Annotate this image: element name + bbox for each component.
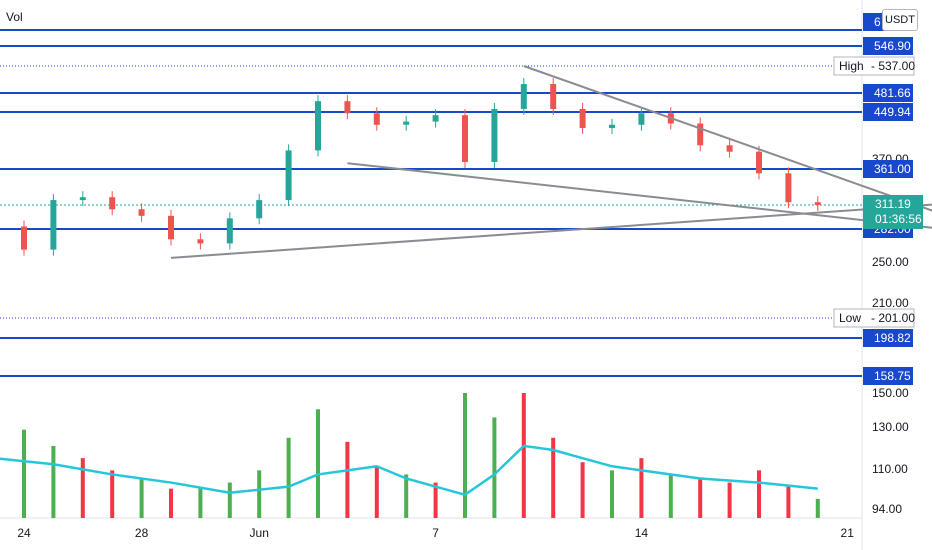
candle: [609, 124, 615, 128]
countdown-label: 01:36:56: [875, 212, 922, 226]
volume-bar: [345, 441, 350, 518]
volume-bar: [110, 470, 115, 518]
candle: [697, 123, 704, 146]
candle: [403, 121, 410, 125]
level-badge-box: [863, 84, 913, 102]
volume-bar: [551, 437, 556, 518]
volume-bar: [757, 470, 761, 518]
extreme-badge-box: [833, 308, 915, 328]
candle: [109, 197, 116, 210]
extreme-name: Low: [839, 311, 861, 325]
volume-bar: [521, 393, 526, 518]
candle: [256, 200, 263, 219]
candle: [285, 150, 292, 201]
level-badge: 158.75: [874, 369, 911, 383]
volume-bar: [815, 498, 820, 518]
x-tick-label: 24: [17, 526, 31, 540]
volume-bar: [286, 437, 291, 518]
last-price-label: 311.19: [875, 197, 911, 211]
candle: [579, 108, 586, 128]
level-badge-box: [863, 160, 913, 178]
x-tick-label: Jun: [250, 526, 269, 540]
trendline-falling-resistance: [523, 65, 932, 212]
candle: [373, 113, 380, 125]
volume-bar: [404, 474, 409, 518]
extreme-badge-box: [833, 56, 915, 76]
volume-bar: [374, 466, 379, 518]
level-badge: 361.00: [874, 162, 911, 176]
level-badge: 198.82: [874, 331, 911, 345]
y-tick-label: 250.00: [872, 255, 909, 269]
level-badge: 449.94: [874, 105, 911, 119]
extreme-value: - 201.00: [871, 311, 915, 325]
candle: [491, 108, 498, 162]
x-tick-label: 7: [432, 526, 439, 540]
trendline-rising-support: [170, 203, 932, 259]
candle: [550, 84, 557, 109]
candle: [21, 226, 27, 250]
volume-bar: [227, 482, 232, 518]
candle: [138, 209, 145, 216]
candle: [226, 218, 233, 244]
level-badge: 6: [874, 15, 881, 29]
volume-bar: [727, 482, 732, 518]
level-badge-box: [863, 367, 913, 385]
volume-bar: [492, 417, 497, 518]
volume-bar: [80, 458, 85, 518]
volume-bar: [698, 478, 703, 518]
last-price-badge-box: [863, 195, 923, 229]
candle: [344, 101, 351, 114]
level-badge-box: [863, 329, 913, 347]
candle: [315, 101, 321, 151]
candle: [168, 215, 174, 240]
y-tick-label: 150.00: [872, 386, 909, 400]
level-badge: 481.66: [874, 86, 911, 100]
candle: [432, 115, 439, 122]
x-tick-label: 14: [635, 526, 649, 540]
candle: [462, 115, 468, 162]
x-tick-label: 28: [135, 526, 149, 540]
currency-button[interactable]: USDT: [882, 9, 918, 31]
candle: [79, 197, 86, 201]
candle: [726, 145, 733, 152]
extreme-value: - 537.00: [871, 59, 915, 73]
volume-bar: [639, 458, 644, 518]
candle: [197, 239, 204, 244]
volume-bar: [139, 478, 144, 518]
volume-bar: [51, 445, 56, 518]
volume-ma-line: [0, 444, 818, 497]
level-badge-box: [863, 103, 913, 121]
extreme-name: High: [839, 59, 864, 73]
volume-bar: [169, 488, 173, 518]
volume-bar: [610, 470, 614, 518]
y-tick-label: 210.00: [872, 296, 909, 310]
level-badge: 546.90: [874, 39, 911, 53]
y-tick-label: 130.00: [872, 420, 909, 434]
volume-bar: [786, 486, 791, 518]
volume-bar: [668, 474, 673, 518]
volume-bar: [316, 409, 320, 518]
candle: [756, 151, 762, 174]
volume-bar: [580, 462, 585, 518]
volume-bar: [198, 486, 203, 518]
x-tick-label: 21: [841, 526, 855, 540]
level-badge-box: [863, 37, 913, 55]
y-tick-label: 110.00: [872, 462, 908, 476]
volume-indicator-label[interactable]: Vol: [6, 10, 23, 24]
candle: [785, 173, 792, 203]
candle: [638, 113, 645, 125]
volume-bar: [257, 470, 262, 518]
volume-bar: [22, 429, 26, 518]
candle: [814, 202, 821, 205]
trendline-lower-support: [347, 162, 932, 229]
y-tick-label: 94.00: [872, 502, 902, 516]
candle: [50, 200, 57, 250]
volume-bar: [433, 482, 438, 518]
candle: [520, 84, 527, 109]
volume-bar: [463, 393, 467, 518]
